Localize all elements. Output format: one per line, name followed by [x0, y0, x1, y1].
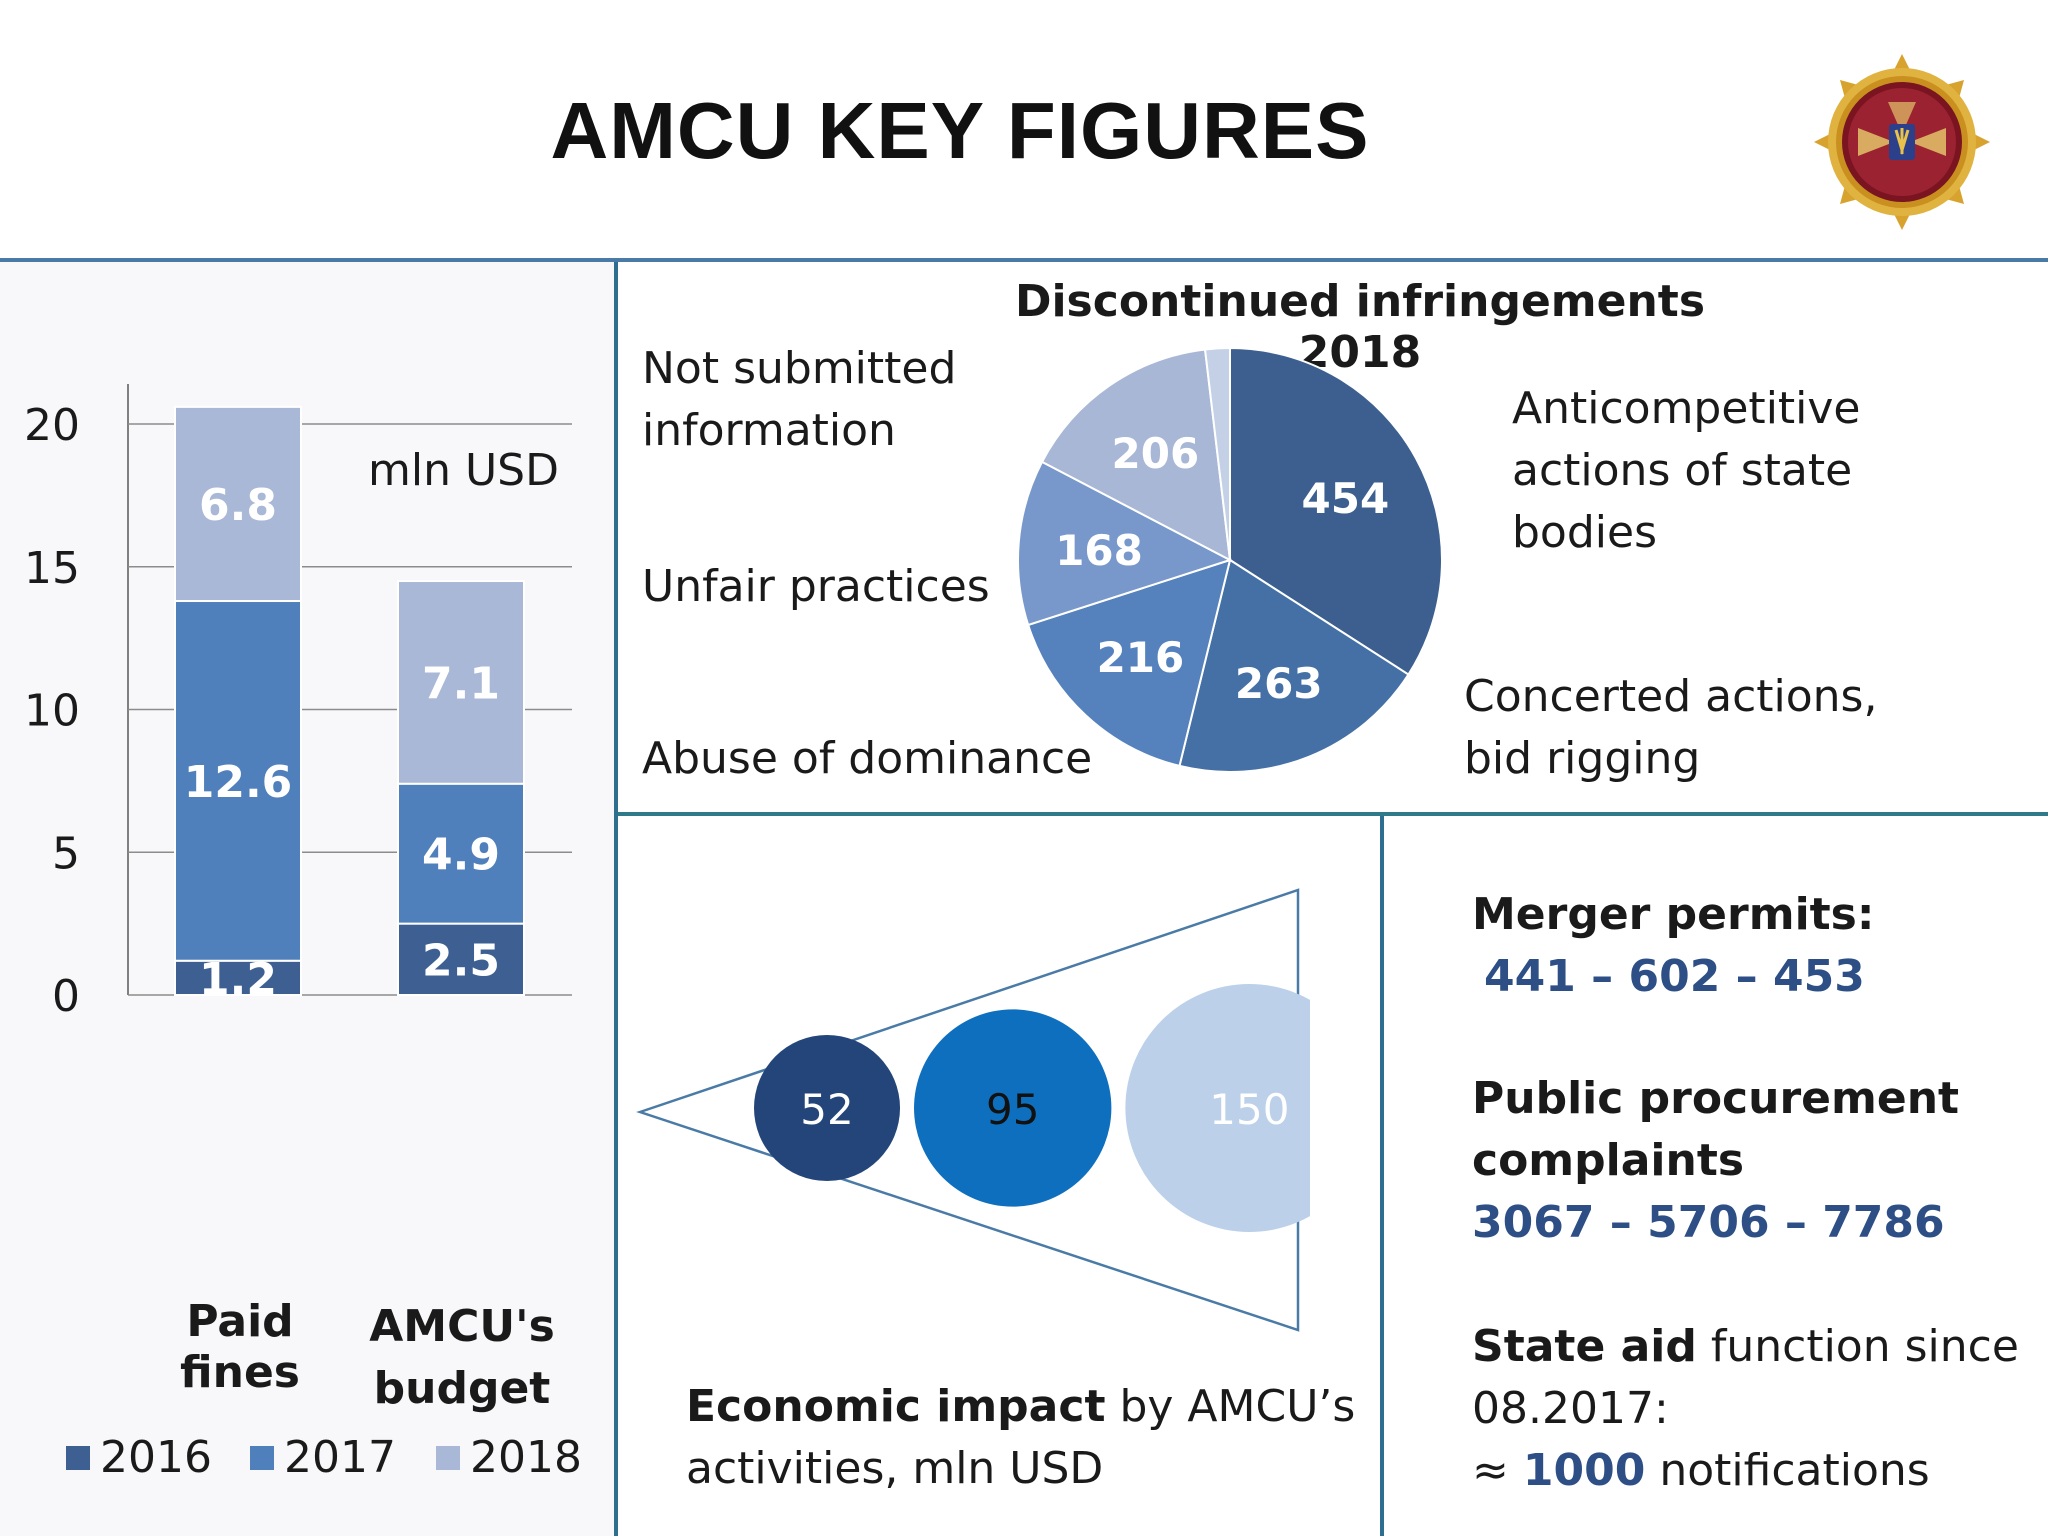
bar-segment	[397, 782, 525, 925]
bar-value-label: 6.8	[199, 480, 277, 531]
stateaid-approx: ≈	[1472, 1445, 1523, 1496]
pie-slice	[1178, 558, 1410, 773]
y-tick-label: 15	[24, 543, 80, 594]
merger-label: Merger permits:	[1472, 889, 1875, 940]
stateaid-count: 1000	[1522, 1445, 1646, 1496]
category-label-paid-fines: Paid fines	[180, 1296, 300, 1398]
procurement-block: Public procurement complaints 3067 – 570…	[1472, 1068, 1959, 1254]
economic-impact-caption: Economic impact by AMCU’s activities, ml…	[686, 1376, 1355, 1500]
category-label-amcu-budget: AMCU's budget	[369, 1301, 555, 1414]
merger-values: 441 – 602 – 453	[1484, 951, 1865, 1002]
stacked-bar-chart: 0 5 10 15 20 1.2 12.6 6.8 2.5 4.9 7.1	[24, 384, 572, 1022]
procurement-label-2: complaints	[1472, 1135, 1745, 1186]
pie-value-label: 206	[1112, 429, 1200, 478]
legend-swatch-2018	[436, 1445, 460, 1470]
legend-swatch-2017	[250, 1445, 274, 1470]
bar-value-label: 12.6	[184, 757, 293, 808]
legend-item-2016: 2016	[66, 1432, 250, 1483]
bar-legend: 2016 2017 2018	[66, 1432, 582, 1483]
pie-label-concerted: Concerted actions, bid rigging	[1464, 666, 1877, 790]
header-divider	[0, 258, 2048, 262]
impact-bubble-label: 150	[1209, 1085, 1289, 1134]
bar-segment	[397, 922, 525, 996]
impact-bubble-label: 95	[986, 1085, 1039, 1134]
pie-title: Discontinued infringements 2018	[1014, 276, 1706, 378]
legend-label-2016: 2016	[100, 1432, 212, 1483]
stateaid-date: 08.2017:	[1472, 1383, 1669, 1434]
pie-value-label: 263	[1235, 659, 1323, 708]
bar-segment	[397, 580, 525, 785]
page-title: AMCU KEY FIGURES	[550, 86, 1370, 175]
pie-label-anticompetitive-line3: bodies	[1512, 507, 1657, 558]
legend-label-2017: 2017	[284, 1432, 396, 1483]
bar-segment	[174, 600, 302, 962]
pie-label-anticompetitive-line1: Anticompetitive	[1512, 383, 1861, 434]
stateaid-bold: State aid	[1472, 1321, 1697, 1372]
bar-segment	[174, 405, 302, 603]
merger-permits-block: Merger permits: 441 – 602 – 453	[1472, 884, 1874, 1008]
pie-label-not-submitted: Not submitted information	[642, 338, 956, 462]
y-tick-label: 20	[24, 400, 80, 451]
y-tick-label: 0	[52, 971, 80, 1022]
horizontal-divider-right	[618, 812, 2048, 816]
state-aid-block: State aid function since 08.2017: ≈ 1000…	[1472, 1316, 2019, 1502]
pie-label-concerted-line1: Concerted actions,	[1464, 671, 1878, 722]
amcu-emblem-icon	[1814, 54, 1990, 230]
bar-value-label: 4.9	[422, 830, 500, 881]
y-tick-label: 10	[24, 686, 80, 737]
stateaid-suffix: notifications	[1645, 1445, 1930, 1496]
procurement-values: 3067 – 5706 – 7786	[1472, 1197, 1945, 1248]
economic-impact-chart: 52 95 150	[636, 888, 1310, 1332]
legend-swatch-2016	[66, 1445, 90, 1470]
bar-value-label: 7.1	[422, 658, 500, 709]
procurement-label-1: Public procurement	[1472, 1073, 1960, 1124]
unit-label: mln USD	[368, 445, 559, 496]
impact-bubble	[754, 1034, 901, 1182]
pie-label-anticompetitive-line2: actions of state	[1512, 445, 1853, 496]
legend-label-2018: 2018	[470, 1432, 582, 1483]
impact-bubble	[914, 1009, 1112, 1207]
pie-label-not-submitted-line1: Not submitted	[642, 343, 957, 394]
impact-bubble-label: 52	[800, 1085, 853, 1134]
pie-slice	[1017, 460, 1233, 627]
caption-line2: activities, mln USD	[686, 1443, 1104, 1494]
bar-segment	[174, 959, 302, 996]
impact-bubble	[1125, 984, 1310, 1232]
pie-label-not-submitted-line2: information	[642, 405, 896, 456]
pie-value-label: 168	[1055, 526, 1143, 575]
pie-chart: 454 263 216 168 206	[1017, 346, 1443, 773]
pie-label-abuse: Abuse of dominance	[642, 733, 1093, 784]
bar-value-label: 2.5	[422, 935, 500, 986]
caption-bold: Economic impact	[686, 1381, 1106, 1432]
pie-slice	[1040, 348, 1232, 562]
pie-label-anticompetitive: Anticompetitive actions of state bodies	[1512, 378, 1861, 564]
pie-value-label: 454	[1302, 474, 1390, 523]
legend-item-2017: 2017	[250, 1432, 436, 1483]
legend-item-2018: 2018	[436, 1432, 582, 1483]
pie-label-concerted-line2: bid rigging	[1464, 733, 1701, 784]
pie-value-label: 216	[1097, 633, 1185, 682]
pie-slice	[1026, 558, 1232, 768]
pie-label-unfair: Unfair practices	[642, 561, 990, 612]
vertical-divider-left	[614, 262, 618, 1536]
pie-slice	[1203, 346, 1231, 561]
bar-value-label: 1.2	[199, 954, 277, 1005]
vertical-divider-right	[1380, 816, 1384, 1536]
y-tick-label: 5	[52, 828, 80, 879]
stateaid-rest: function since	[1696, 1321, 2019, 1372]
caption-rest: by AMCU’s	[1105, 1381, 1356, 1432]
